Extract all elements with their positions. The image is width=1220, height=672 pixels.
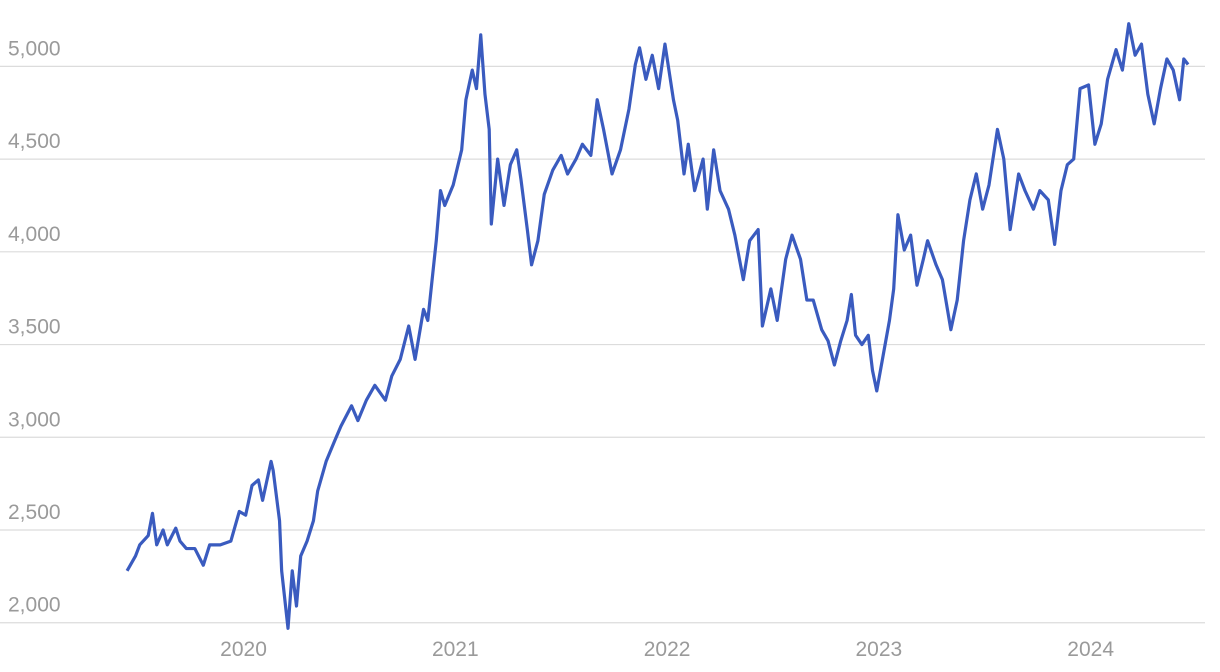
x-tick-label: 2024	[1067, 638, 1114, 661]
y-tick-label: 5,000	[8, 37, 61, 60]
y-tick-label: 3,500	[8, 316, 61, 339]
x-tick-label: 2020	[220, 638, 267, 661]
line-series	[125, 22, 1190, 630]
x-tick-label: 2022	[644, 638, 691, 661]
y-tick-label: 4,000	[8, 223, 61, 246]
y-tick-label: 2,500	[8, 501, 61, 524]
x-tick-label: 2023	[856, 638, 903, 661]
y-tick-label: 3,000	[8, 408, 61, 431]
y-tick-label: 4,500	[8, 130, 61, 153]
x-tick-label: 2021	[432, 638, 479, 661]
y-tick-label: 2,000	[8, 594, 61, 617]
